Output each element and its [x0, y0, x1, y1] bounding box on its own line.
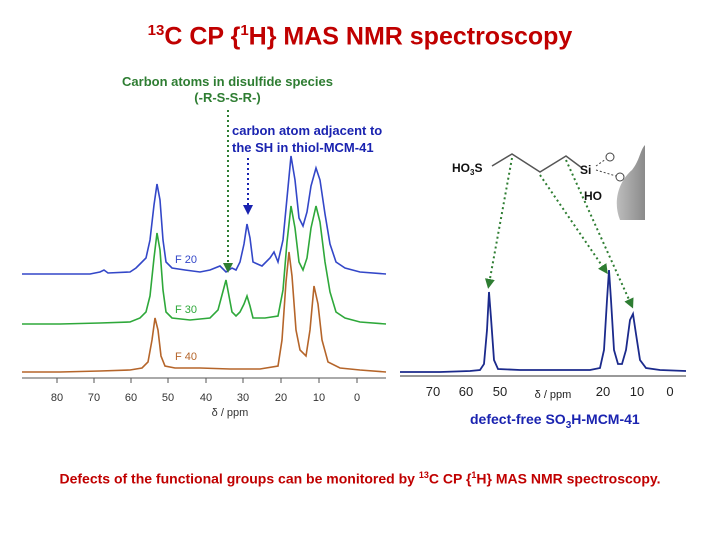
right-spectrum-plot: 70 60 50 20 10 0 δ / ppm HO3S Si HO: [400, 145, 687, 401]
label-f20: F 20: [175, 254, 197, 266]
molecule-si: Si: [580, 163, 591, 177]
right-caption: defect-free SO3H-MCM-41: [470, 411, 640, 431]
title-part1: C CP {: [164, 22, 241, 51]
title-part2: H} MAS NMR spectroscopy: [248, 22, 573, 51]
bottom-part3: H} MAS NMR spectroscopy.: [476, 470, 661, 487]
right-caption-part1: defect-free SO: [470, 411, 566, 427]
bond-1: [595, 158, 607, 167]
label-f30: F 30: [175, 304, 197, 316]
thiol-annotation: carbon atom adjacent to the SH in thiol-…: [232, 122, 407, 156]
right-tick-10: 10: [630, 384, 644, 399]
oxygen-2: [615, 172, 625, 182]
spectrum-so3h: [400, 269, 687, 373]
right-tick-60: 60: [459, 384, 473, 399]
molecule-ho3s: HO3S: [452, 161, 482, 177]
left-tick-10: 10: [313, 392, 325, 404]
bond-2: [595, 169, 617, 177]
spectrum-f30: [22, 205, 387, 325]
right-tick-70: 70: [426, 384, 440, 399]
title-sup-13: 13: [147, 22, 165, 39]
left-spectra-plot: F 20 F 30 F 40 80 70 60 50 40 30 20 10 0…: [22, 110, 387, 419]
bottom-statement: Defects of the functional groups can be …: [0, 470, 720, 487]
right-tick-0: 0: [666, 384, 673, 399]
disulfide-annotation: Carbon atoms in disulfide species (-R-S-…: [100, 74, 355, 106]
molecule-structure: HO3S Si HO: [452, 145, 645, 220]
left-tick-40: 40: [200, 392, 212, 404]
disulfide-annotation-line2: (-R-S-S-R-): [194, 90, 261, 105]
disulfide-annotation-line1: Carbon atoms in disulfide species: [122, 74, 333, 89]
right-axis-label: δ / ppm: [535, 389, 572, 401]
thiol-annotation-line2: the SH in thiol-MCM-41: [232, 140, 374, 155]
left-tick-70: 70: [88, 392, 100, 404]
left-tick-80: 80: [51, 392, 63, 404]
slide-title: 13C CP {1H} MAS NMR spectroscopy: [0, 22, 720, 51]
left-axis-ticks: [56, 378, 358, 383]
label-f40: F 40: [175, 351, 197, 363]
bottom-part1: Defects of the functional groups can be …: [59, 470, 419, 487]
silica-surface: [616, 145, 645, 220]
bottom-sup-1: 1: [471, 470, 477, 480]
oxygen-1: [605, 152, 615, 162]
molecule-chain: [491, 153, 583, 173]
left-tick-30: 30: [237, 392, 249, 404]
right-tick-20: 20: [596, 384, 610, 399]
spectrum-f20: [22, 155, 387, 275]
assign-arrow-1: [484, 157, 513, 289]
assign-arrow-2: [539, 174, 608, 275]
thiol-annotation-line1: carbon atom adjacent to: [232, 123, 383, 138]
molecule-ho: HO: [584, 189, 602, 203]
left-axis-label: δ / ppm: [212, 407, 249, 419]
bottom-sup-13: 13: [418, 470, 429, 480]
left-tick-0: 0: [354, 392, 360, 404]
right-caption-part2: H-MCM-41: [571, 411, 640, 427]
left-tick-50: 50: [162, 392, 174, 404]
left-tick-20: 20: [275, 392, 287, 404]
bottom-part2: C CP {: [428, 470, 472, 487]
right-caption-sub: 3: [565, 419, 572, 431]
title-sup-1: 1: [240, 22, 249, 39]
right-tick-50: 50: [493, 384, 507, 399]
left-tick-60: 60: [125, 392, 137, 404]
assign-arrow-3: [565, 159, 634, 309]
spectrum-f40: [22, 251, 387, 373]
